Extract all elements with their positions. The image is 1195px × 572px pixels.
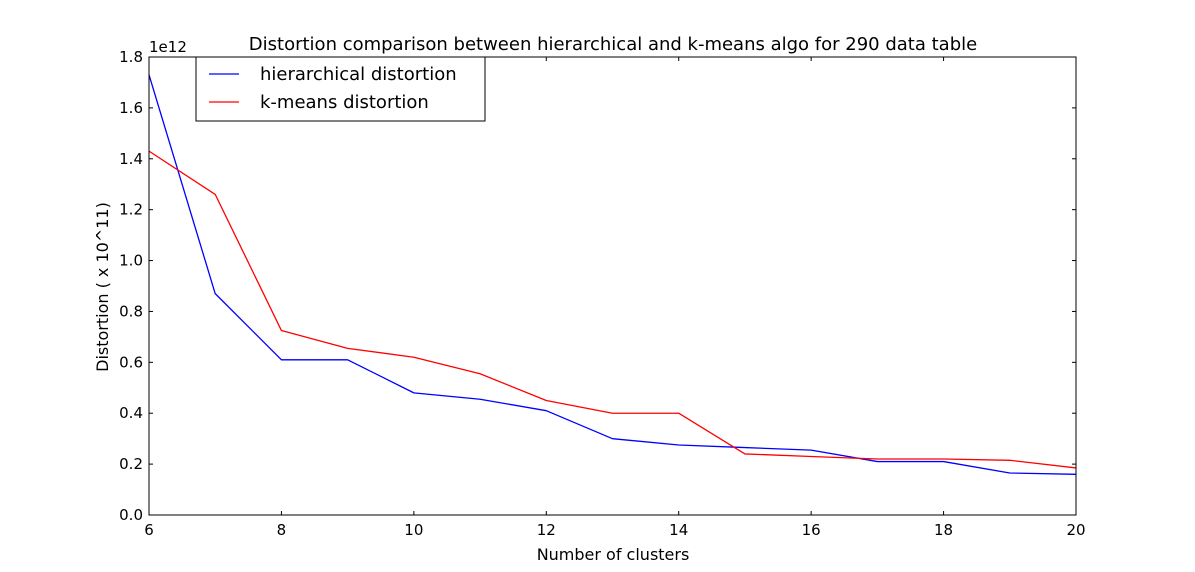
y-tick-label: 1.8: [119, 48, 143, 66]
y-tick-label: 1.4: [119, 150, 143, 168]
y-axis-label: Distortion ( x 10^11): [93, 202, 112, 372]
y-tick-label: 1.6: [119, 99, 143, 117]
x-tick-label: 8: [277, 521, 287, 539]
y-tick-label: 0.2: [119, 455, 143, 473]
x-tick-label: 6: [144, 521, 154, 539]
series-line-kmeans: [148, 150, 1077, 469]
x-axis-label: Number of clusters: [537, 545, 690, 564]
y-axis-offset-label: 1e12: [149, 38, 187, 56]
legend-label-hierarchical: hierarchical distortion: [260, 64, 457, 85]
plot-frame: [148, 56, 1077, 516]
x-tick-label: 16: [802, 521, 821, 539]
series-lines: [148, 74, 1077, 475]
y-tick-label: 0.8: [119, 302, 143, 320]
y-tick-label: 1.2: [119, 201, 143, 219]
axis-tick-labels: 6 8 10 12 14 16 18 20 0.0 0.2 0.4 0.6 0.8 1.0 1.2 1.4 1.…: [119, 48, 1085, 539]
chart-title: Distortion comparison between hierarchic…: [249, 34, 977, 55]
y-tick-label: 0.6: [119, 353, 143, 371]
x-tick-label: 18: [934, 521, 953, 539]
legend-box: [195, 56, 486, 122]
series-line-hierarchical: [148, 74, 1077, 475]
x-tick-label: 10: [404, 521, 423, 539]
x-tick-label: 12: [537, 521, 556, 539]
y-tick-label: 0.0: [119, 506, 143, 524]
x-tick-label: 14: [669, 521, 688, 539]
x-tick-label: 20: [1066, 521, 1085, 539]
legend: hierarchical distortion k-means distorti…: [195, 56, 486, 122]
legend-label-kmeans: k-means distortion: [260, 92, 429, 113]
y-tick-label: 0.4: [119, 404, 143, 422]
y-tick-label: 1.0: [119, 252, 143, 270]
